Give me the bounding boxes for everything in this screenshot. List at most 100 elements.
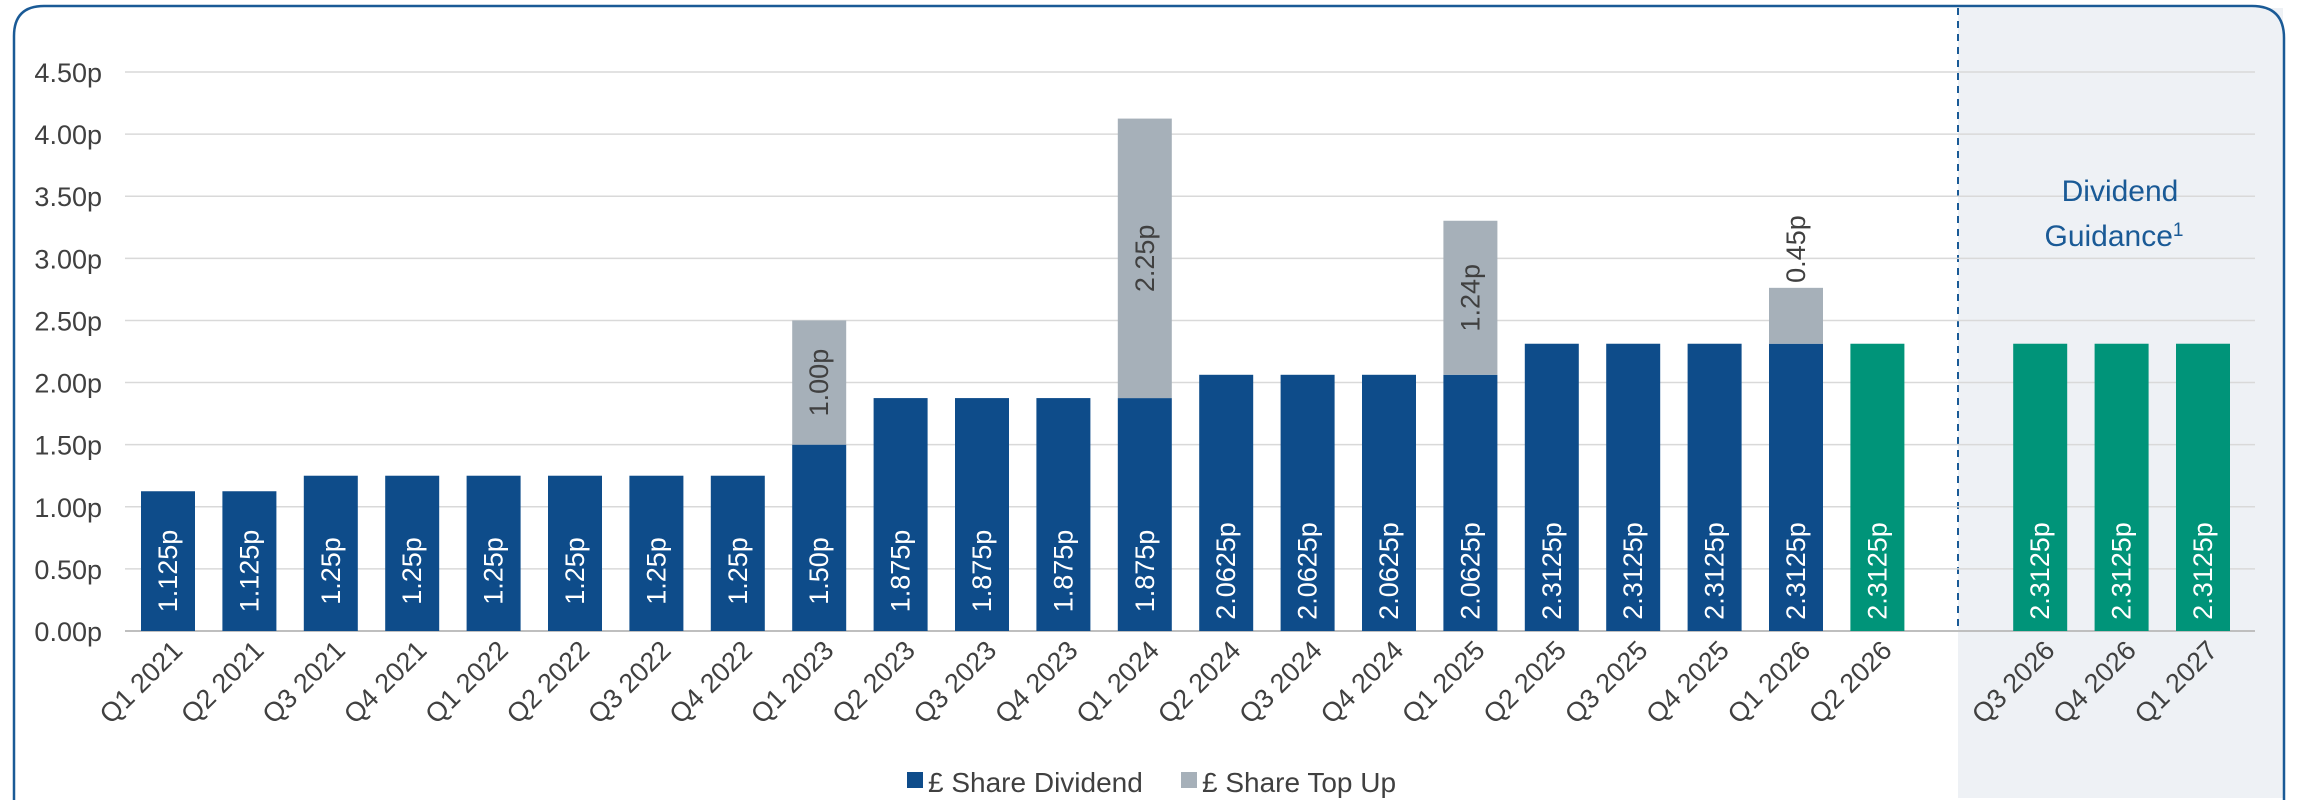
bar-guidance	[2176, 343, 2230, 631]
bar-dividend	[1606, 343, 1661, 631]
y-tick-label: 1.50p	[34, 431, 102, 461]
bar-label-dividend: 1.25p	[316, 537, 346, 605]
bar-label-dividend: 2.0625p	[1374, 522, 1404, 620]
bar-label-dividend: 2.3125p	[1781, 522, 1811, 620]
x-tick-label: Q3 2024	[1233, 635, 1327, 729]
bar-dividend	[1443, 374, 1498, 631]
bar-label-dividend: 1.25p	[641, 537, 671, 605]
bar-label-dividend: 2.0625p	[1455, 522, 1485, 620]
bar-label-dividend: 1.50p	[804, 537, 834, 605]
x-tick-label: Q2 2025	[1478, 635, 1572, 729]
bar-dividend	[710, 475, 765, 631]
legend-label-top-up: £ Share Top Up	[1202, 767, 1396, 798]
bar-label-dividend: 1.25p	[479, 537, 509, 605]
bar-dividend	[548, 475, 602, 631]
bar-guidance	[2094, 343, 2149, 631]
y-tick-label: 3.00p	[34, 244, 102, 274]
bar-label-top-up: 2.25p	[1130, 225, 1160, 293]
bar-dividend	[1362, 374, 1416, 631]
bar-label-dividend: 1.875p	[967, 530, 997, 613]
bar-top-up	[1117, 118, 1172, 399]
x-tick-label: Q2 2024	[1152, 635, 1246, 729]
bar-guidance	[1850, 343, 1905, 631]
bar-dividend	[1199, 374, 1254, 631]
bar-label-dividend: 1.25p	[397, 537, 427, 605]
x-tick-label: Q3 2022	[582, 635, 676, 729]
bar-dividend	[466, 475, 521, 631]
bar-label-guidance: 2.3125p	[2107, 522, 2137, 620]
annotation-footnote: 1	[2173, 220, 2184, 241]
bar-top-up	[1769, 287, 1823, 344]
y-tick-label: 3.50p	[34, 182, 102, 212]
bar-label-dividend: 1.875p	[1130, 530, 1160, 613]
chart-frame	[12, 4, 2286, 800]
bar-dividend	[629, 475, 684, 631]
x-tick-label: Q2 2022	[501, 635, 595, 729]
bar-label-dividend: 2.3125p	[1618, 522, 1648, 620]
x-tick-label: Q1 2024	[1071, 635, 1165, 729]
x-tick-label: Q2 2026	[1803, 635, 1897, 729]
y-tick-label: 2.50p	[34, 306, 102, 336]
x-tick-label: Q4 2023	[989, 635, 1083, 729]
bar-label-dividend: 1.125p	[234, 530, 264, 613]
y-tick-label: 4.50p	[34, 58, 102, 88]
bar-label-dividend: 2.0625p	[1211, 522, 1241, 620]
bar-label-top-up: 1.24p	[1455, 264, 1485, 332]
bar-dividend	[303, 475, 358, 631]
bar-guidance	[2013, 343, 2068, 631]
bar-label-dividend: 1.875p	[886, 530, 916, 613]
bar-dividend	[1524, 343, 1579, 631]
bar-dividend	[222, 491, 277, 631]
legend-swatch-dividend	[907, 772, 923, 788]
x-tick-label: Q1 2025	[1396, 635, 1490, 729]
bar-top-up	[792, 320, 847, 445]
bar-dividend	[1036, 398, 1091, 631]
x-tick-label: Q4 2025	[1640, 635, 1734, 729]
x-tick-label: Q2 2023	[826, 635, 920, 729]
bar-label-dividend: 2.3125p	[1700, 522, 1730, 620]
bar-dividend	[1687, 343, 1742, 631]
annotation-line2: Guidance1	[2044, 220, 2183, 253]
y-tick-label: 4.00p	[34, 120, 102, 150]
y-tick-label: 2.00p	[34, 369, 102, 399]
annotation-line1: Dividend	[2062, 175, 2179, 208]
bar-dividend	[792, 444, 847, 631]
bar-label-dividend: 1.875p	[1048, 530, 1078, 613]
x-tick-label: Q4 2024	[1315, 635, 1409, 729]
x-tick-label: Q4 2021	[338, 635, 432, 729]
bar-dividend	[385, 475, 440, 631]
x-tick-label: Q3 2023	[908, 635, 1002, 729]
legend: £ Share Dividend £ Share Top Up	[907, 767, 1396, 798]
bar-dividend	[955, 398, 1009, 631]
annotation-guidance-text: Guidance	[2044, 220, 2172, 253]
bar-label-dividend: 2.0625p	[1293, 522, 1323, 620]
y-tick-label: 1.00p	[34, 493, 102, 523]
x-tick-label: Q4 2022	[664, 635, 758, 729]
bar-label-guidance: 2.3125p	[2188, 522, 2218, 620]
legend-swatch-top-up	[1181, 772, 1197, 788]
x-tick-label: Q2 2021	[175, 635, 269, 729]
bar-label-dividend: 1.25p	[560, 537, 590, 605]
x-tick-label: Q1 2023	[745, 635, 839, 729]
bar-label-dividend: 1.125p	[153, 530, 183, 613]
bar-label-top-up: 1.00p	[804, 349, 834, 417]
bar-dividend	[1769, 343, 1823, 631]
bar-dividend	[141, 491, 195, 631]
x-tick-label: Q1 2022	[419, 635, 513, 729]
bar-top-up	[1443, 220, 1498, 375]
y-tick-label: 0.50p	[34, 555, 102, 585]
bar-label-guidance: 2.3125p	[2025, 522, 2055, 620]
x-tick-label: Q1 2021	[94, 635, 188, 729]
bar-label-dividend: 1.25p	[723, 537, 753, 605]
bar-dividend	[873, 398, 928, 631]
legend-label-dividend: £ Share Dividend	[928, 767, 1143, 798]
bar-label-dividend: 2.3125p	[1537, 522, 1567, 620]
y-tick-label: 0.00p	[34, 617, 102, 647]
x-tick-label: Q3 2025	[1559, 635, 1653, 729]
bar-label-top-up: 0.45p	[1781, 215, 1811, 283]
bar-dividend	[1280, 374, 1335, 631]
bar-dividend	[1117, 398, 1172, 631]
x-tick-label: Q3 2021	[257, 635, 351, 729]
